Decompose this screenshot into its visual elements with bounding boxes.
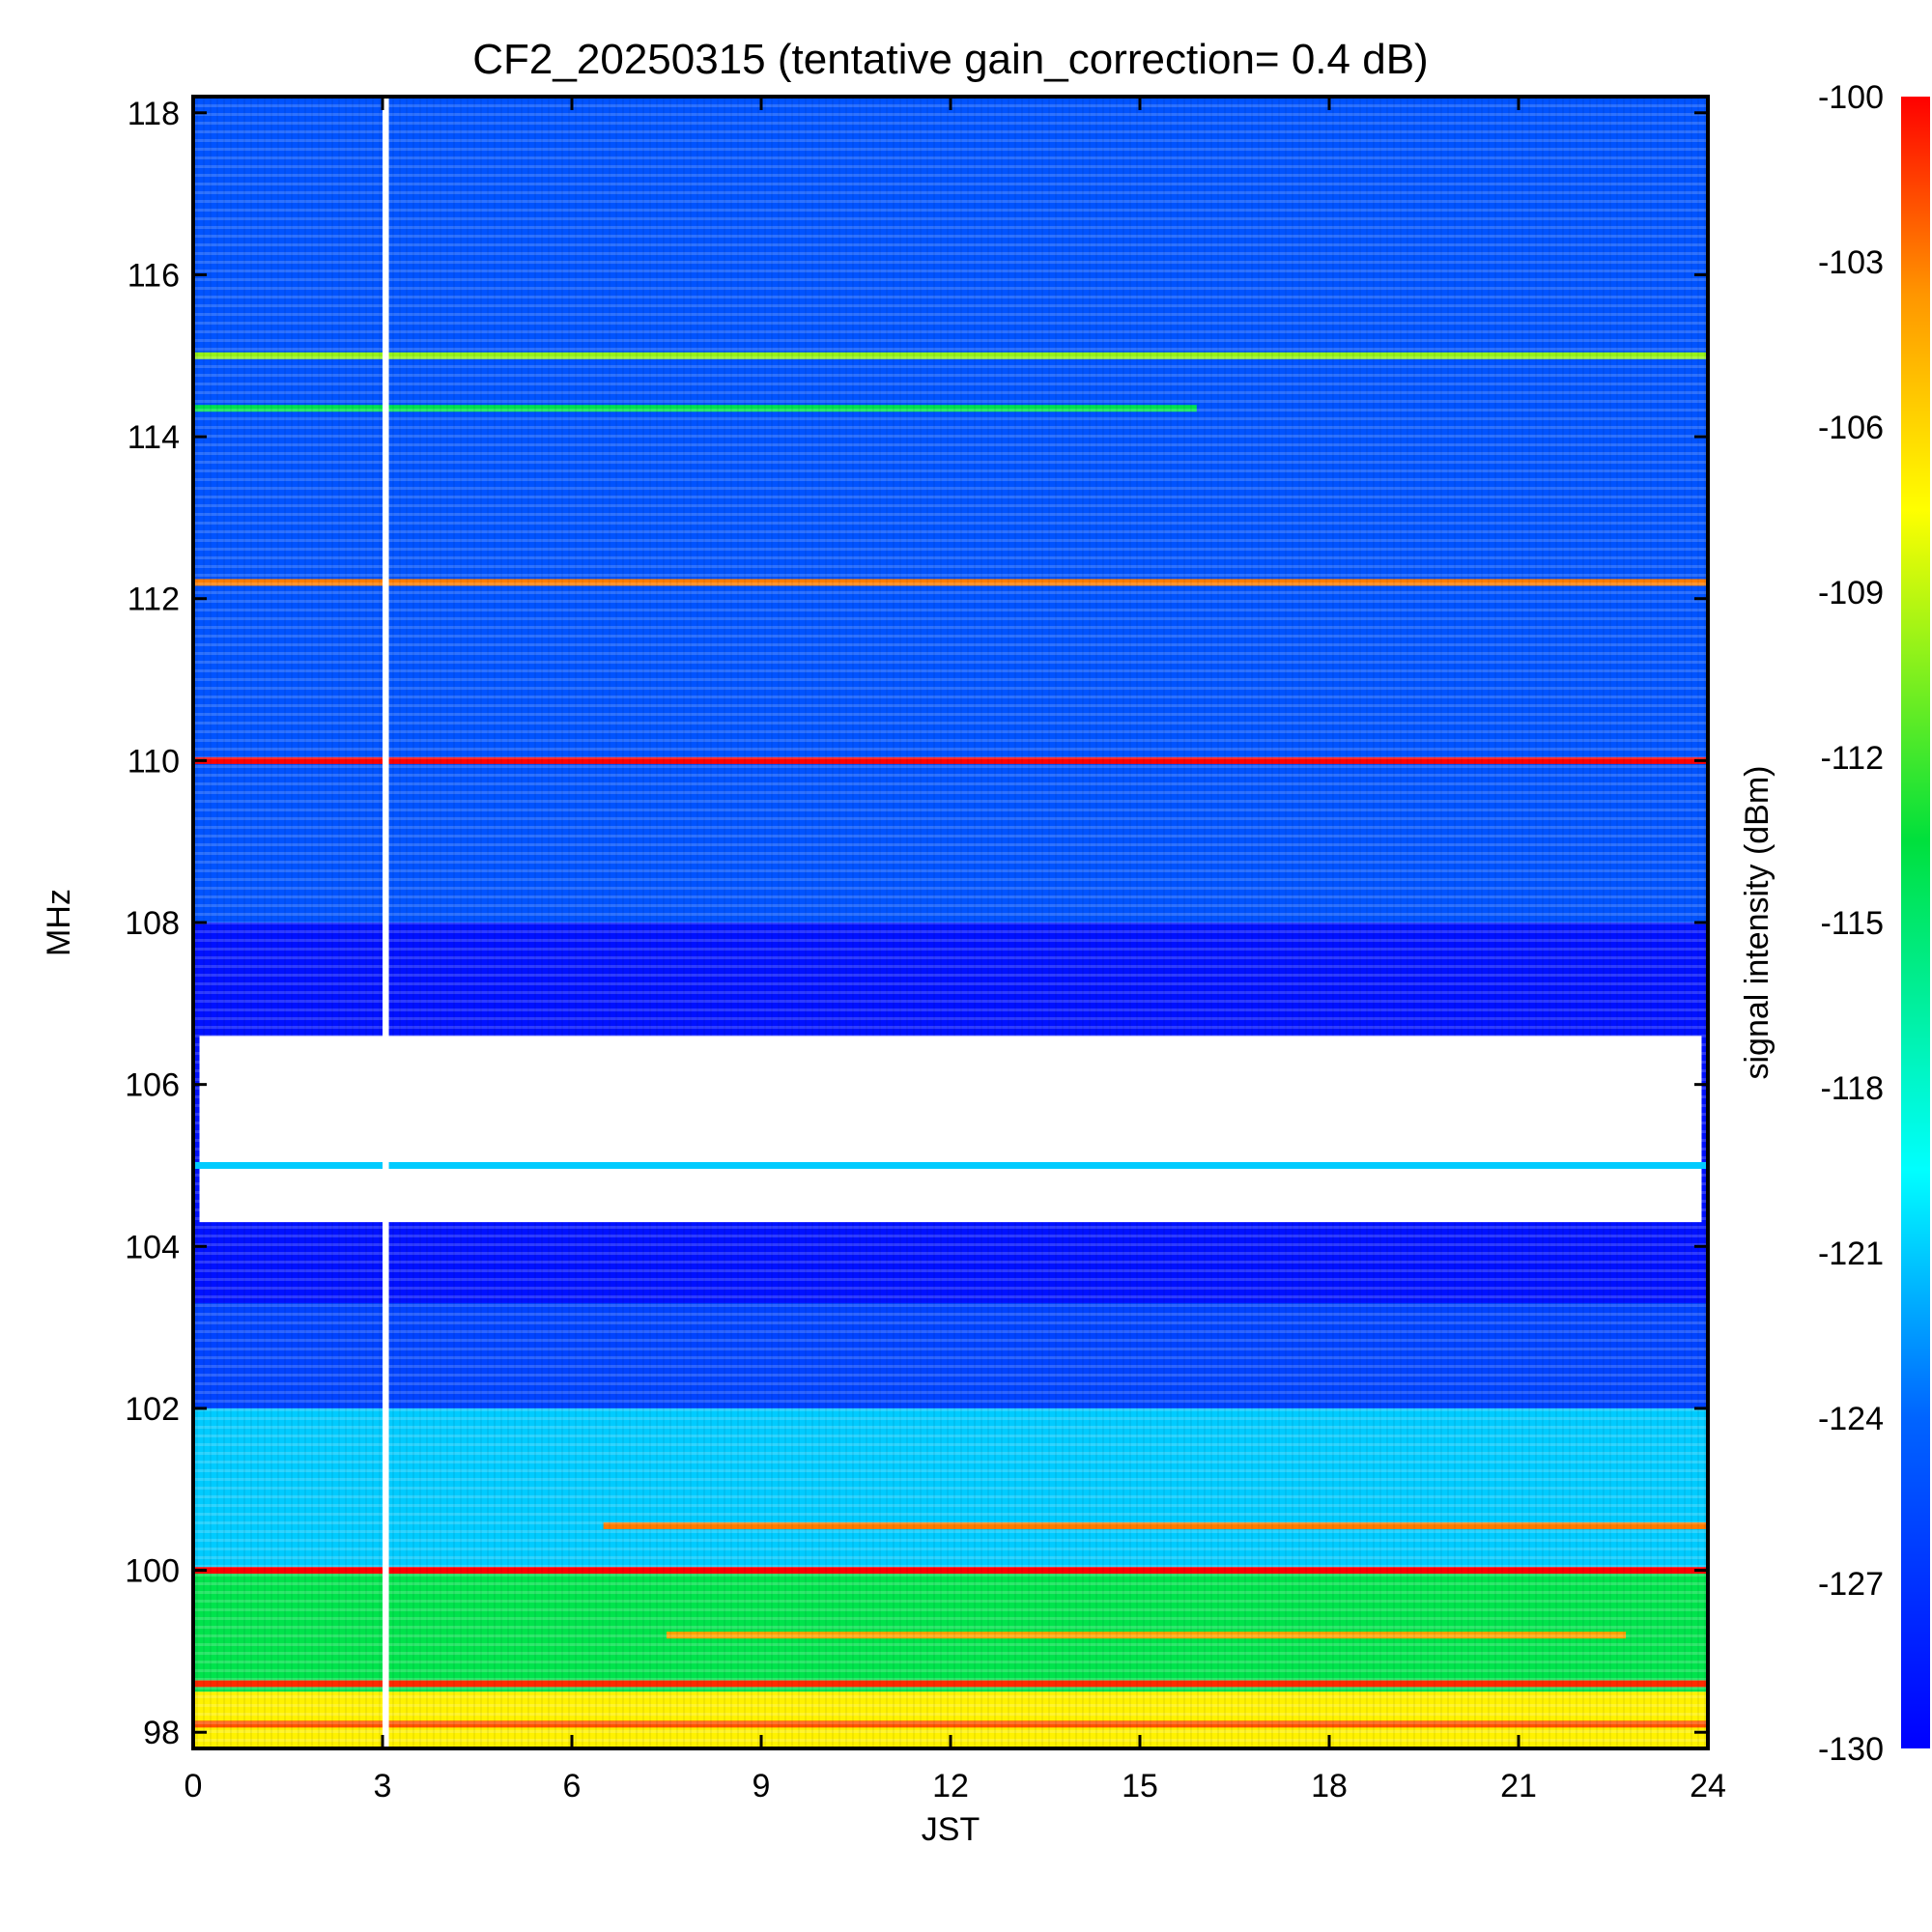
- y-axis-label: MHz: [41, 889, 77, 956]
- x-tick-label-6: 18: [1311, 1768, 1348, 1804]
- white-region-0: [199, 1036, 1702, 1223]
- y-axis: 98 100 102 104 106 108 110 112 114 116 118: [125, 96, 1708, 1751]
- plot-area: [193, 97, 1708, 1748]
- chart-title: CF2_20250315 (tentative gain_correction=…: [472, 36, 1428, 83]
- y-tick-label-4: 106: [125, 1067, 180, 1104]
- x-axis: 0 3 6 9 12 15 18 21 24: [185, 97, 1726, 1804]
- y-tick-label-3: 104: [125, 1229, 180, 1265]
- x-tick-label-0: 0: [185, 1768, 203, 1804]
- colorbar-tick-label-3: -109: [1818, 575, 1884, 611]
- colorbar-tick-label-8: -124: [1818, 1401, 1884, 1437]
- x-tick-label-7: 21: [1500, 1768, 1537, 1804]
- colorbar-tick-label-2: -106: [1818, 410, 1884, 446]
- y-tick-label-2: 102: [125, 1391, 180, 1428]
- gap-layer: [383, 97, 389, 1748]
- data-gap: [383, 97, 389, 1748]
- x-tick-label-4: 12: [932, 1768, 969, 1804]
- y-tick-label-6: 110: [128, 743, 180, 780]
- y-tick-label-1: 100: [125, 1553, 180, 1590]
- y-tick-label-8: 114: [128, 419, 180, 456]
- colorbar-tick-label-10: -130: [1818, 1731, 1884, 1768]
- colorbar-tick-label-5: -115: [1820, 905, 1884, 942]
- colorbar-tick-label-9: -127: [1818, 1566, 1884, 1603]
- y-tick-label-5: 108: [125, 905, 180, 942]
- colorbar-tick-label-4: -112: [1820, 740, 1884, 777]
- colorbar: [1901, 97, 1930, 1748]
- colorbar-tick-label-0: -100: [1818, 79, 1884, 116]
- y-tick-label-0: 98: [143, 1715, 180, 1751]
- x-tick-label-3: 9: [753, 1768, 771, 1804]
- white-region-layer: [193, 1036, 1708, 1223]
- y-tick-label-9: 116: [128, 257, 180, 294]
- colorbar-axis: -100 -103 -106 -109 -112 -115 -118 -121 -124 -127…: [1818, 79, 1884, 1768]
- x-axis-label: JST: [922, 1811, 980, 1848]
- colorbar-tick-label-1: -103: [1818, 244, 1884, 281]
- colorbar-label: signal intensity (dBm): [1739, 765, 1776, 1079]
- x-tick-label-8: 24: [1690, 1768, 1726, 1804]
- y-tick-label-10: 118: [128, 96, 180, 132]
- colorbar-tick-label-7: -121: [1818, 1236, 1884, 1272]
- x-tick-label-5: 15: [1122, 1768, 1158, 1804]
- colorbar-tick-label-6: -118: [1820, 1070, 1884, 1107]
- x-tick-label-1: 3: [374, 1768, 392, 1804]
- x-tick-label-2: 6: [563, 1768, 582, 1804]
- signal-band-105-overlay: [193, 1161, 1708, 1169]
- y-tick-label-7: 112: [128, 582, 180, 618]
- time-stripes: [193, 97, 1708, 1748]
